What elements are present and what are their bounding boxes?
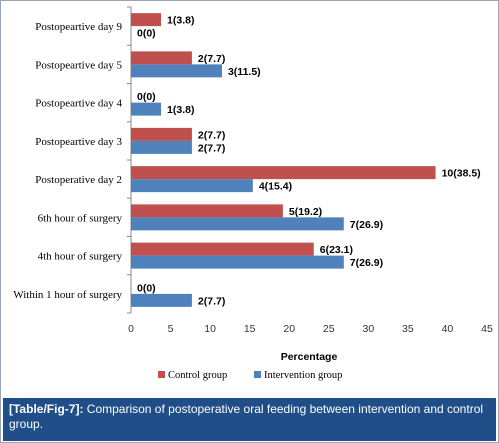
caption-text: Comparison of postoperative oral feeding…: [9, 402, 484, 431]
data-label: 2(7.7): [198, 53, 225, 65]
data-label: 0(0): [137, 28, 156, 40]
legend-swatch-control: [158, 371, 165, 378]
data-label: 2(7.7): [198, 295, 225, 307]
bar-intervention: [131, 293, 192, 307]
category-label: Postoperative day 2: [35, 174, 122, 186]
category-label: Postopeartive day 5: [35, 59, 122, 71]
bar-control: [131, 204, 283, 218]
data-label: 4(15.4): [259, 181, 292, 193]
data-label: 0(0): [137, 91, 156, 103]
data-label: 6(23.1): [320, 244, 353, 256]
chart-axes: [127, 6, 132, 314]
data-label: 7(26.9): [350, 219, 383, 231]
data-label: 5(19.2): [289, 206, 322, 218]
bar-intervention: [131, 255, 344, 269]
bar-intervention: [131, 140, 192, 154]
x-axis-label: Percentage: [281, 351, 338, 363]
bar-control: [131, 13, 162, 27]
caption-label: [Table/Fig-7]:: [9, 402, 84, 416]
figure-caption: [Table/Fig-7]: Comparison of postoperati…: [3, 398, 496, 441]
category-label: Postopeartive day 4: [35, 98, 122, 110]
category-label: Postopeartive day 3: [35, 136, 122, 148]
category-label: 4th hour of surgery: [38, 251, 123, 263]
x-tick-label: 0: [128, 323, 134, 335]
data-label: 1(3.8): [167, 15, 194, 27]
data-label: 2(7.7): [198, 142, 225, 154]
category-label: 6th hour of surgery: [38, 212, 123, 224]
bar-chart: 0 5 10 15 20 25 30 35 40 45 Percentage Postopeartiv…: [13, 6, 493, 381]
data-label: 3(11.5): [228, 66, 261, 78]
bar-intervention: [131, 102, 162, 116]
bar-intervention: [131, 179, 253, 193]
bar-intervention: [131, 64, 222, 78]
data-label: 2(7.7): [198, 129, 225, 141]
category-label: Within 1 hour of surgery: [13, 289, 122, 301]
category-label: Postopeartive day 9: [35, 21, 122, 33]
bar-intervention: [131, 217, 344, 231]
bar-control: [131, 242, 314, 256]
x-tick-label: 40: [442, 323, 454, 335]
x-tick-label: 35: [402, 323, 414, 335]
x-tick-label: 5: [168, 323, 174, 335]
x-tick-label: 30: [362, 323, 374, 335]
chart-legend: Control group Intervention group: [158, 370, 342, 381]
bar-control: [131, 51, 192, 65]
data-label: 1(3.8): [167, 104, 194, 116]
bar-control: [131, 166, 436, 180]
chart-bars: [131, 13, 436, 307]
x-tick-label: 10: [204, 323, 216, 335]
x-tick-label: 15: [244, 323, 256, 335]
data-label: 0(0): [137, 282, 156, 294]
bar-control: [131, 127, 192, 141]
x-tick-label: 20: [283, 323, 295, 335]
x-tick-label: 45: [481, 323, 493, 335]
x-tick-label: 25: [323, 323, 335, 335]
chart-labels: 0 5 10 15 20 25 30 35 40 45 Percentage Postopeartiv…: [13, 15, 493, 363]
data-label: 7(26.9): [350, 257, 383, 269]
legend-label: Control group: [168, 370, 227, 381]
legend-swatch-intervention: [254, 371, 261, 378]
data-label: 10(38.5): [442, 168, 481, 180]
legend-label: Intervention group: [264, 370, 342, 381]
